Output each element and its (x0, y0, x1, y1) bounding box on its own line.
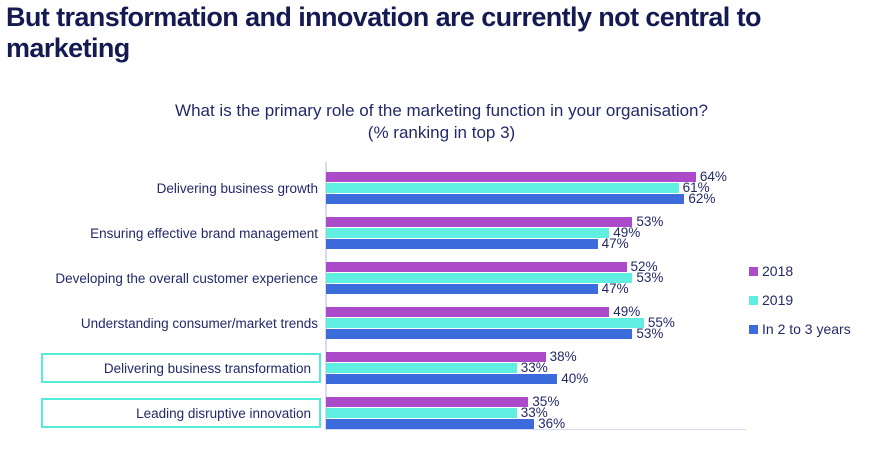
bar-row: 47% (326, 236, 663, 252)
bar-2018 (326, 397, 529, 407)
category-cell: Developing the overall customer experien… (0, 262, 326, 294)
category-label: Understanding consumer/market trends (80, 315, 318, 331)
value-label: 52% (630, 259, 658, 275)
category-label: Developing the overall customer experien… (55, 270, 318, 286)
bar-group-leading-disruptive-innovation: Leading disruptive innovation 35% 33% 36% (0, 394, 760, 432)
category-cell: Delivering business transformation (0, 352, 326, 384)
value-label: 36% (538, 416, 566, 432)
bar-group-delivering-business-transformation: Delivering business transformation 38% 33%… (0, 349, 760, 387)
bar-row: 38% (326, 349, 588, 365)
value-label: 33% (520, 405, 548, 421)
bar-row: 33% (326, 405, 565, 421)
legend-label: In 2 to 3 years (762, 321, 851, 337)
bar-2018 (326, 262, 627, 272)
value-label: 62% (688, 191, 716, 207)
legend-label: 2018 (762, 263, 794, 279)
bar-group-understanding-consumer-market-trends: Understanding consumer/market trends 49% 5… (0, 304, 760, 342)
category-cell: Ensuring effective brand management (0, 217, 326, 249)
chart-title-block: What is the primary role of the marketin… (0, 100, 883, 144)
bar-2019 (326, 363, 517, 373)
category-label: Ensuring effective brand management (90, 225, 318, 241)
value-label: 49% (613, 304, 641, 320)
bar-row: 40% (326, 371, 589, 387)
chart-subtitle: (% ranking in top 3) (367, 123, 516, 143)
bar-stack: 53% 49% 47% (326, 214, 664, 252)
bar-2019 (326, 408, 517, 418)
category-axis-line (325, 162, 327, 430)
bar-row: 36% (326, 416, 566, 432)
chart-title: What is the primary role of the marketin… (175, 101, 708, 120)
value-label: 61% (682, 180, 710, 196)
bar-group-ensuring-effective-brand-management: Ensuring effective brand management 53% 49… (0, 214, 760, 252)
legend: 2018 2019 In 2 to 3 years (749, 263, 851, 350)
legend-item-2018: 2018 (749, 263, 851, 279)
bar-row: 47% (326, 281, 663, 297)
bar-in-2-to-3-years (326, 239, 598, 249)
bar-in-2-to-3-years (326, 194, 685, 204)
legend-label: 2019 (762, 292, 794, 308)
bar-2019 (326, 228, 610, 238)
highlight-box: Leading disruptive innovation (41, 398, 321, 428)
bar-2019 (326, 273, 633, 283)
value-label: 40% (561, 371, 589, 387)
bar-row: 49% (326, 304, 675, 320)
bar-group-developing-the-overall-customer-experience: Developing the overall customer experien… (0, 259, 760, 297)
bar-stack: 52% 53% 47% (326, 259, 664, 297)
value-label: 47% (601, 281, 629, 297)
bar-row: 64% (326, 169, 727, 185)
legend-swatch-2018-icon (749, 266, 758, 276)
bar-row: 33% (326, 360, 588, 376)
value-label: 53% (636, 270, 664, 286)
page-title: But transformation and innovation are cu… (6, 2, 761, 64)
category-label: Leading disruptive innovation (136, 405, 311, 421)
bar-2019 (326, 183, 679, 193)
bar-2018 (326, 172, 696, 182)
legend-swatch-2019-icon (749, 295, 758, 305)
bar-2019 (326, 318, 644, 328)
bar-stack: 38% 33% 40% (326, 349, 589, 387)
bar-row: 53% (326, 270, 664, 286)
bar-row: 62% (326, 191, 727, 207)
bar-stack: 35% 33% 36% (326, 394, 566, 432)
bar-chart: Delivering business growth 64% 61% 62% Ensur… (0, 169, 760, 442)
bar-stack: 49% 55% 53% (326, 304, 675, 342)
bar-2018 (326, 352, 546, 362)
category-label: Delivering business growth (156, 180, 318, 196)
value-label: 47% (601, 236, 629, 252)
category-cell: Delivering business growth (0, 172, 326, 204)
bar-2018 (326, 307, 610, 317)
bar-row: 61% (326, 180, 727, 196)
category-cell: Understanding consumer/market trends (0, 307, 326, 339)
value-axis-line (326, 429, 746, 430)
bar-row: 52% (326, 259, 663, 275)
legend-item-2019: 2019 (749, 292, 851, 308)
value-label: 33% (520, 360, 548, 376)
bar-row: 55% (326, 315, 675, 331)
bar-in-2-to-3-years (326, 284, 598, 294)
bar-row: 49% (326, 225, 663, 241)
bar-row: 35% (326, 394, 565, 410)
legend-swatch-in-2-to-3-years-icon (749, 324, 758, 334)
bar-in-2-to-3-years (326, 419, 535, 429)
bar-in-2-to-3-years (326, 374, 558, 384)
value-label: 38% (549, 349, 577, 365)
value-label: 49% (613, 225, 641, 241)
bar-group-delivering-business-growth: Delivering business growth 64% 61% 62% (0, 169, 760, 207)
bar-row: 53% (326, 214, 664, 230)
category-cell: Leading disruptive innovation (0, 397, 326, 429)
value-label: 53% (636, 326, 664, 342)
bar-row: 53% (326, 326, 675, 342)
bar-2018 (326, 217, 633, 227)
legend-item-in-2-to-3-years: In 2 to 3 years (749, 321, 851, 337)
value-label: 64% (699, 169, 727, 185)
value-label: 55% (647, 315, 675, 331)
value-label: 53% (636, 214, 664, 230)
category-label: Delivering business transformation (103, 360, 311, 376)
bar-in-2-to-3-years (326, 329, 633, 339)
bar-stack: 64% 61% 62% (326, 169, 727, 207)
highlight-box: Delivering business transformation (41, 353, 321, 383)
value-label: 35% (532, 394, 560, 410)
